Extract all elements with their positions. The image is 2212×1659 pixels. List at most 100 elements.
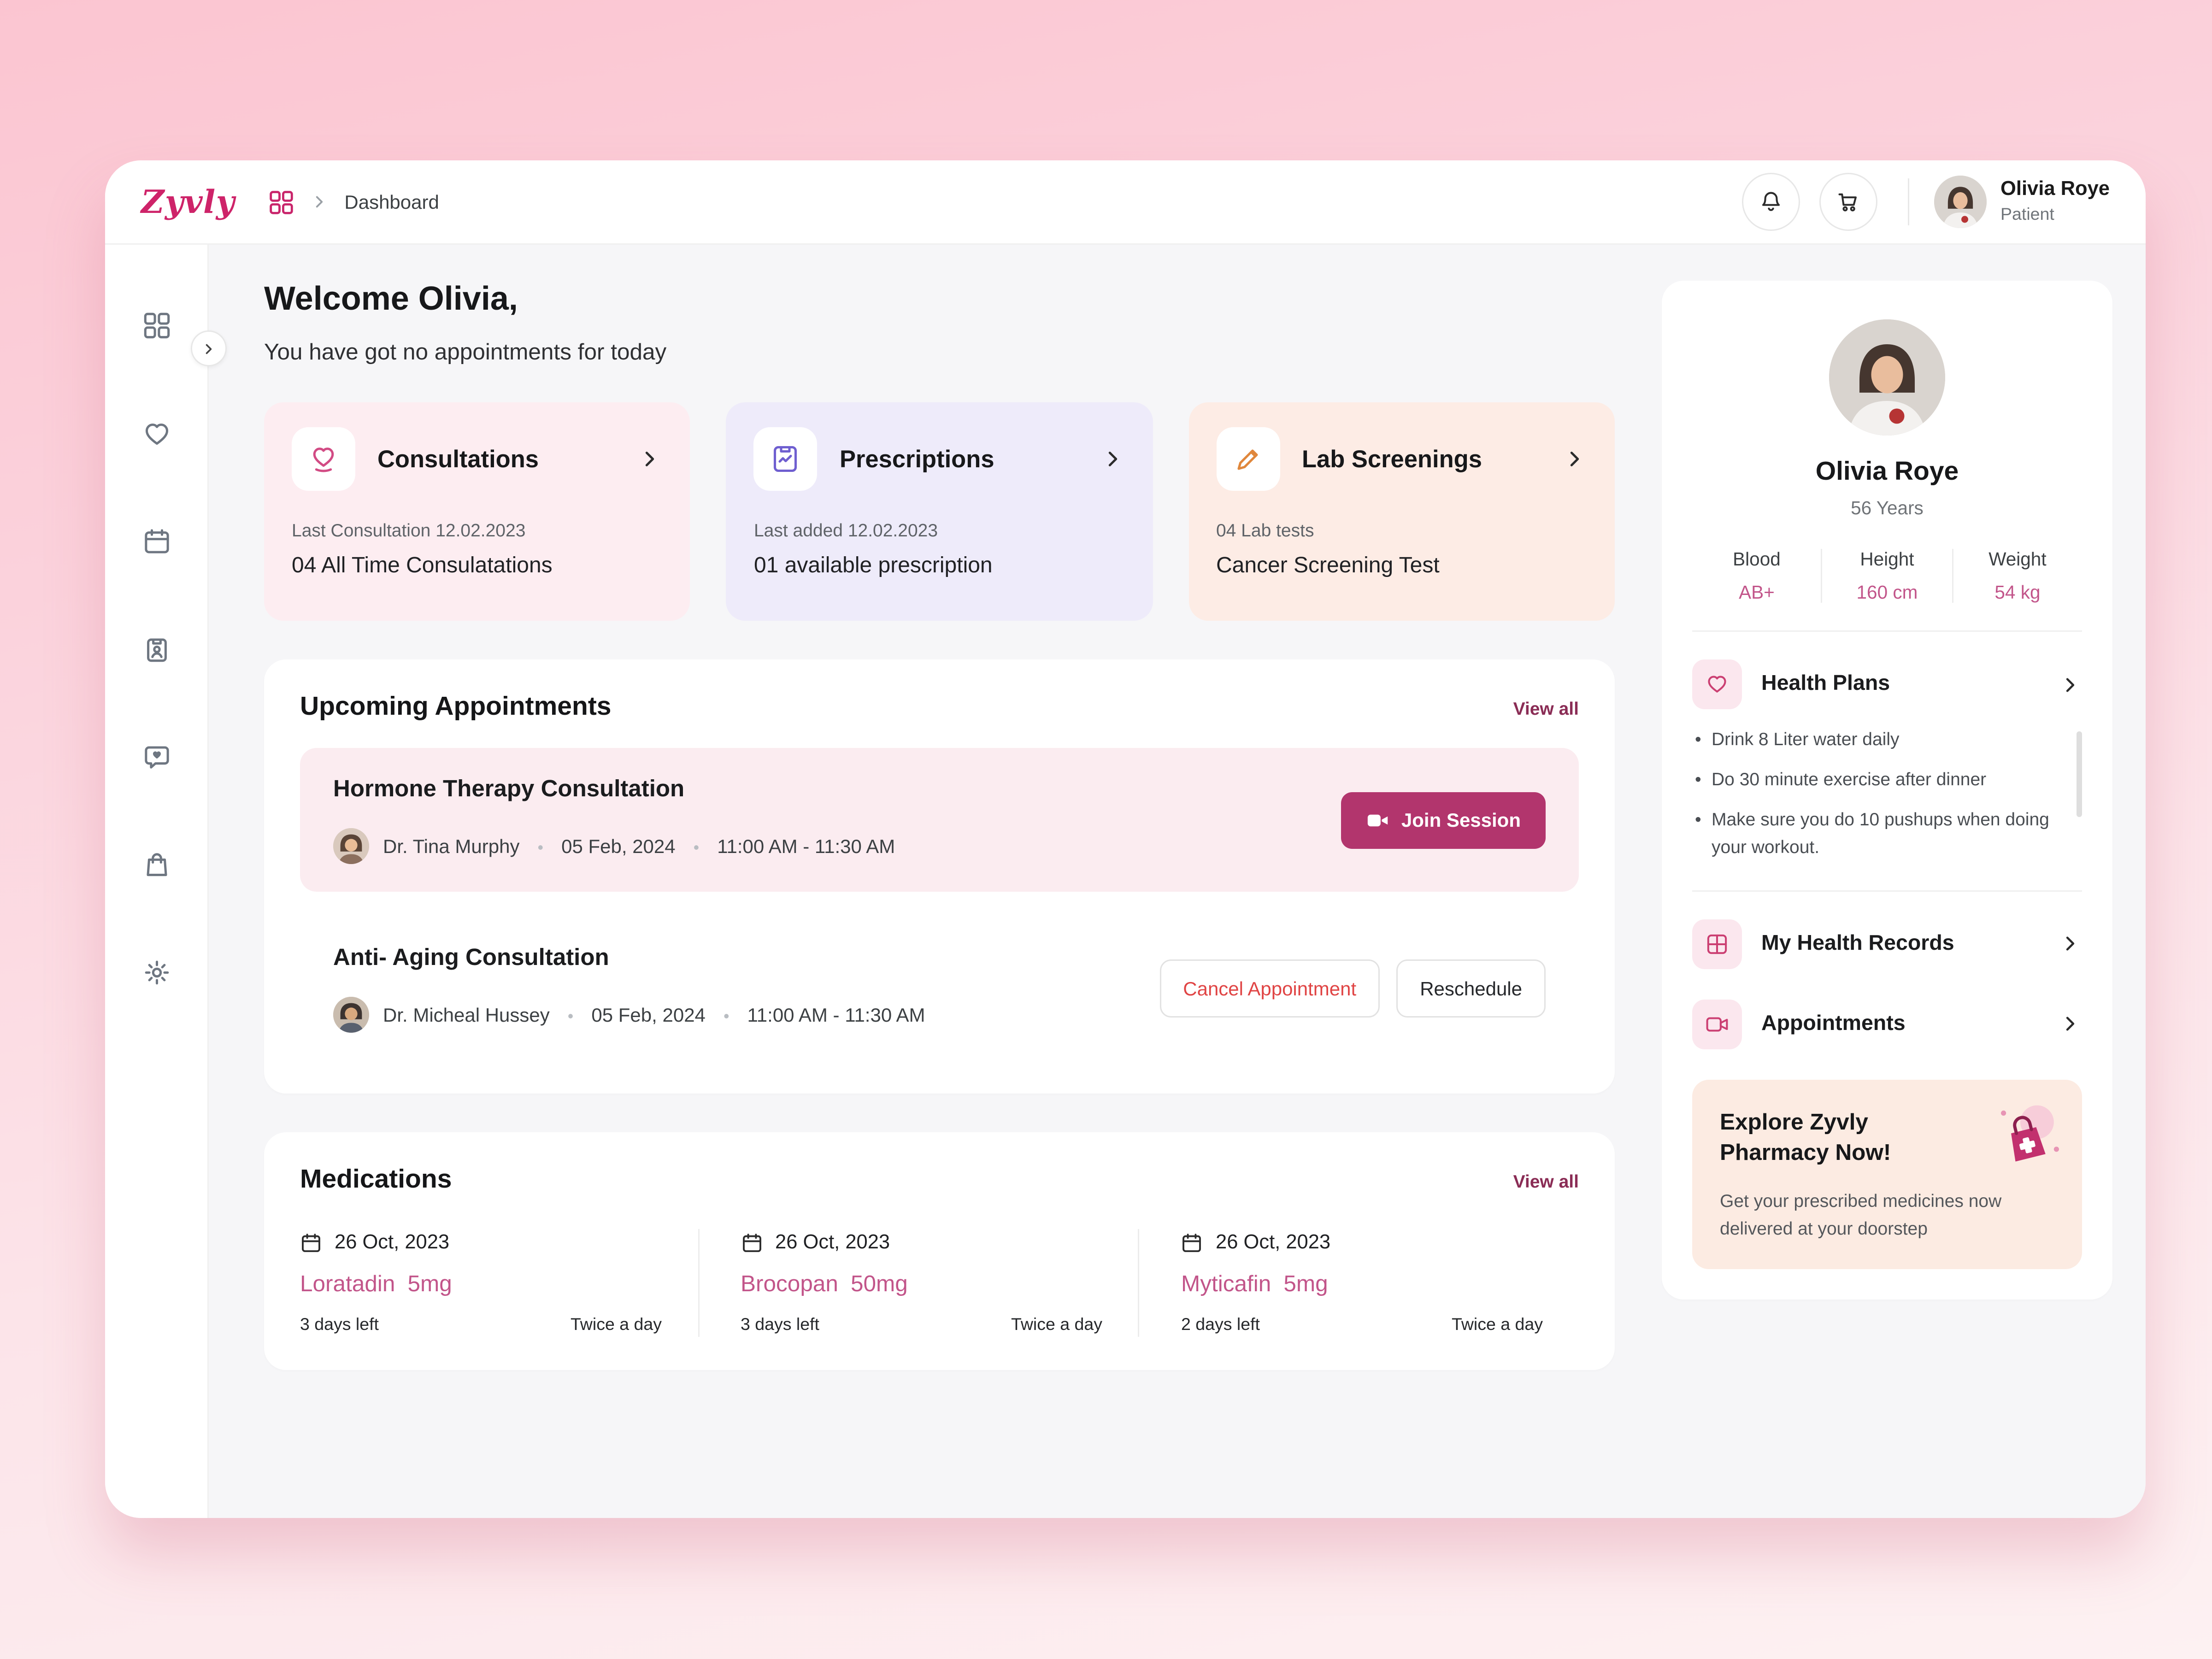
heart-icon xyxy=(1692,659,1742,709)
breadcrumb[interactable]: Dashboard xyxy=(344,191,439,213)
appointment-title: Hormone Therapy Consultation xyxy=(333,776,685,802)
cancel-appointment-button[interactable]: Cancel Appointment xyxy=(1159,959,1380,1018)
sidebar-item-dashboard[interactable] xyxy=(142,311,171,340)
consultations-card[interactable]: Consultations Last Consultation 12.02.20… xyxy=(264,402,690,621)
calendar-icon xyxy=(300,1232,322,1254)
health-plans-row[interactable]: Health Plans xyxy=(1692,659,2082,709)
profile-age: 56 Years xyxy=(1851,498,1924,518)
appointments-row[interactable]: Appointments xyxy=(1692,999,2082,1049)
profile-card: Olivia Roye 56 Years Blood AB+ Height 16… xyxy=(1662,281,2112,1300)
divider xyxy=(1692,630,2082,632)
medication-dose: 5mg xyxy=(1283,1272,1328,1297)
chevron-right-icon xyxy=(206,343,212,353)
prescription-clipboard-icon xyxy=(753,427,818,491)
medication-dose: 50mg xyxy=(850,1272,908,1297)
medication-name: Myticafin xyxy=(1181,1272,1271,1297)
lab-screenings-card[interactable]: Lab Screenings 04 Lab tests Cancer Scree… xyxy=(1188,402,1615,621)
topbar: Zyvly Dashboard xyxy=(105,160,2146,245)
medication-item: 26 Oct, 2023 Myticafin 5mg 2 days left Tw… xyxy=(1138,1229,1579,1337)
vital-value: AB+ xyxy=(1739,582,1775,603)
sidebar-item-health[interactable] xyxy=(142,419,171,448)
sidebar-item-shop[interactable] xyxy=(142,850,171,879)
chevron-right-icon xyxy=(2059,1012,2082,1035)
medication-name: Brocopan xyxy=(741,1272,838,1297)
appointment-date: 05 Feb, 2024 xyxy=(561,835,676,857)
promo-body: Get your prescribed medicines now delive… xyxy=(1720,1190,2002,1238)
page-title: Welcome Olivia, xyxy=(264,281,518,318)
brand-logo[interactable]: Zyvly xyxy=(141,183,235,221)
reschedule-button[interactable]: Reschedule xyxy=(1396,959,1546,1018)
sidebar-item-messages[interactable] xyxy=(142,742,171,771)
vital-blood: Blood AB+ xyxy=(1692,549,1821,603)
prescriptions-card[interactable]: Prescriptions Last added 12.02.2023 01 a… xyxy=(726,402,1153,621)
medication-days-left: 2 days left xyxy=(1181,1315,1260,1334)
user-role: Patient xyxy=(2000,205,2054,224)
medication-frequency: Twice a day xyxy=(1452,1315,1543,1334)
pharmacy-promo-card[interactable]: Explore Zyvly Pharmacy Now! Get your pre… xyxy=(1692,1079,2082,1270)
doctor-avatar xyxy=(333,828,369,864)
dot-separator xyxy=(519,835,561,857)
medication-frequency: Twice a day xyxy=(1011,1315,1103,1334)
health-records-row[interactable]: My Health Records xyxy=(1692,918,2082,969)
chevron-right-icon[interactable] xyxy=(1562,447,1587,471)
medication-date: 26 Oct, 2023 xyxy=(1216,1232,1331,1254)
heart-icon xyxy=(145,424,168,445)
join-session-button[interactable]: Join Session xyxy=(1340,791,1546,848)
appointments-label: Appointments xyxy=(1761,1011,1906,1035)
main-content: Welcome Olivia, You have got no appointm… xyxy=(209,245,1653,1518)
join-session-label: Join Session xyxy=(1401,809,1521,831)
health-records-icon xyxy=(1692,918,1742,969)
medications-section: Medications View all 26 Oct, 2023 xyxy=(264,1132,1615,1370)
medications-view-all-link[interactable]: View all xyxy=(1513,1170,1579,1191)
prescriptions-meta: Last added 12.02.2023 xyxy=(753,520,938,541)
calendar-icon xyxy=(1181,1232,1203,1254)
appointment-time: 11:00 AM - 11:30 AM xyxy=(717,835,895,857)
apps-grid-icon[interactable] xyxy=(268,189,294,215)
vital-label: Height xyxy=(1860,549,1914,570)
calendar-icon xyxy=(741,1232,763,1254)
page-subtitle: You have got no appointments for today xyxy=(264,340,667,365)
appointment-time: 11:00 AM - 11:30 AM xyxy=(747,1004,925,1026)
vital-label: Blood xyxy=(1733,549,1781,570)
notifications-button[interactable] xyxy=(1742,173,1800,231)
bell-icon xyxy=(1759,189,1783,214)
health-plans-label: Health Plans xyxy=(1761,672,1890,695)
doctor-avatar xyxy=(333,997,369,1033)
sidebar-item-calendar[interactable] xyxy=(142,527,171,556)
body: Welcome Olivia, You have got no appointm… xyxy=(105,245,2146,1518)
user-avatar[interactable] xyxy=(1934,176,1987,228)
appointment-title: Anti- Aging Consultation xyxy=(333,944,609,971)
health-plan-tips: Drink 8 Liter water daily Do 30 minute e… xyxy=(1692,726,2082,862)
chevron-right-icon[interactable] xyxy=(1100,447,1125,471)
chat-heart-icon xyxy=(144,746,169,769)
medications-row: 26 Oct, 2023 Loratadin 5mg 3 days left Tw… xyxy=(300,1229,1579,1337)
sidebar-item-records[interactable] xyxy=(142,635,171,664)
appointments-view-all-link[interactable]: View all xyxy=(1513,697,1579,718)
sidebar-collapse-button[interactable] xyxy=(191,330,227,366)
health-plan-tip: Do 30 minute exercise after dinner xyxy=(1692,766,2065,794)
profile-avatar xyxy=(1829,319,1945,435)
scrollbar-thumb[interactable] xyxy=(2077,731,2082,817)
dot-separator xyxy=(550,1004,592,1026)
cart-button[interactable] xyxy=(1819,173,1878,231)
video-camera-icon xyxy=(1365,808,1389,832)
consultations-meta: Last Consultation 12.02.2023 xyxy=(292,520,526,541)
prescriptions-title: Prescriptions xyxy=(839,444,994,472)
dashboard-icon xyxy=(143,312,169,339)
consultations-title: Consultations xyxy=(377,444,539,472)
dot-separator xyxy=(706,1004,747,1026)
sidebar-item-settings[interactable] xyxy=(142,958,171,987)
medication-frequency: Twice a day xyxy=(570,1315,662,1334)
dot-separator xyxy=(676,835,718,857)
user-meta: Olivia Roye Patient xyxy=(2000,178,2110,225)
vitals-row: Blood AB+ Height 160 cm Weight 54 kg xyxy=(1692,549,2082,603)
promo-title: Explore Zyvly Pharmacy Now! xyxy=(1720,1109,1891,1165)
medication-item: 26 Oct, 2023 Loratadin 5mg 3 days left Tw… xyxy=(300,1229,698,1337)
medication-days-left: 3 days left xyxy=(300,1315,379,1334)
doctor-name: Dr. Tina Murphy xyxy=(383,835,520,857)
shopping-bag-icon xyxy=(146,853,167,877)
chevron-right-icon[interactable] xyxy=(638,447,663,471)
medication-name: Loratadin xyxy=(300,1272,395,1297)
vital-weight: Weight 54 kg xyxy=(1951,549,2082,603)
